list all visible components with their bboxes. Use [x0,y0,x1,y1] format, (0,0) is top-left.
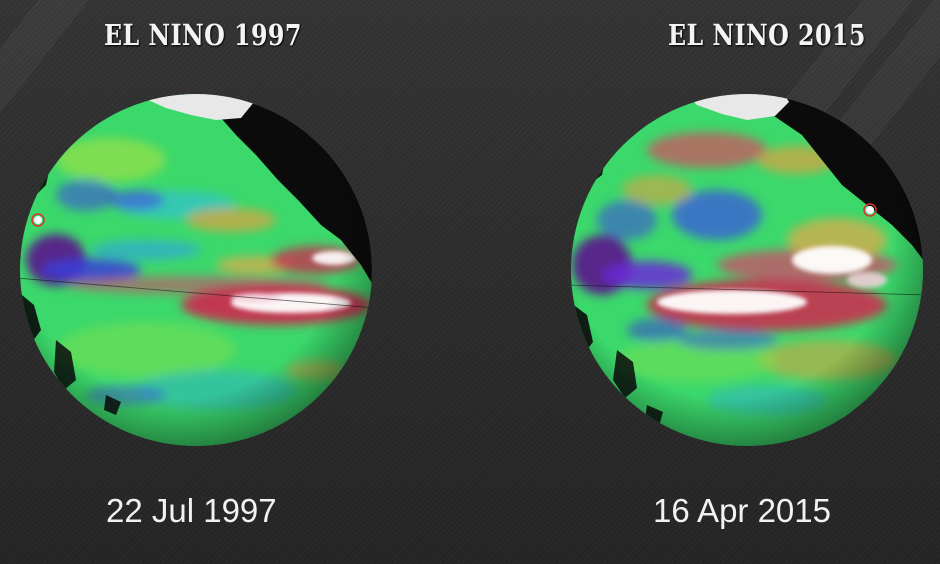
panel-2015: EL NINO 2015 [470,0,940,564]
panel-title: EL NINO 2015 [668,18,866,52]
panel-title: EL NINO 1997 [104,18,302,52]
date-label: 22 Jul 1997 [106,492,277,529]
earth-globe-2015 [571,94,923,446]
earth-globe-1997 [20,94,372,446]
date-label: 16 Apr 2015 [653,492,831,529]
panel-1997: EL NINO 1997 [20,18,372,529]
